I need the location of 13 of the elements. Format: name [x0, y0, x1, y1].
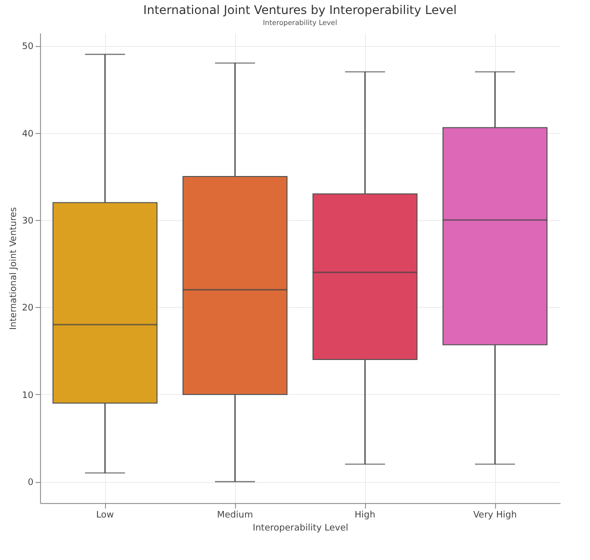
- y-tick-label: 0: [28, 478, 34, 488]
- x-tick-label: High: [354, 510, 376, 520]
- y-tick-label: 10: [22, 390, 34, 401]
- y-axis-title: International Joint Ventures: [9, 206, 20, 330]
- x-tick-label: Very High: [473, 510, 517, 520]
- x-tick-label: Low: [96, 510, 114, 520]
- chart-title: International Joint Ventures by Interoperability Level: [143, 3, 457, 17]
- x-axis-title: Interoperability Level: [252, 524, 348, 534]
- y-tick-label: 30: [22, 216, 34, 227]
- y-tick-label: 40: [22, 129, 34, 140]
- y-tick-label: 50: [22, 42, 34, 52]
- y-tick-label: 20: [22, 304, 34, 314]
- x-tick-label: Medium: [217, 510, 253, 520]
